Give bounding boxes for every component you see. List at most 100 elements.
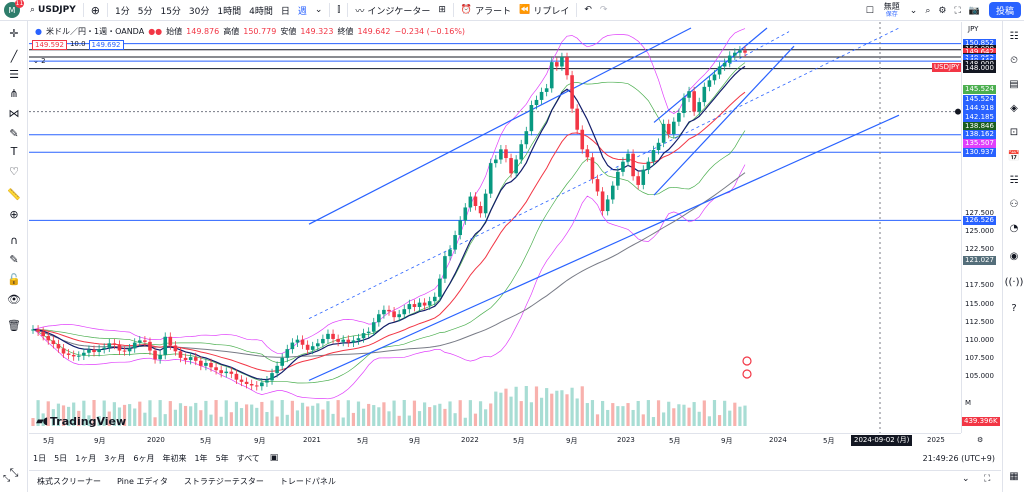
range-4[interactable]: 6ヶ月 [133, 453, 155, 463]
candle-body [672, 121, 676, 135]
watchlist-icon[interactable]: ☷ [1009, 30, 1019, 42]
interval-3[interactable]: 30分 [188, 6, 210, 17]
sell-price-button[interactable]: 149.592 [32, 40, 67, 50]
horizontal-lines-icon[interactable]: ☰ [9, 67, 19, 81]
star-icon[interactable]: ⤡ [9, 466, 19, 479]
layout-name[interactable]: 無題 保存 [878, 2, 906, 19]
candle-body [148, 341, 152, 351]
interval-4[interactable]: 1時間 [217, 6, 242, 17]
price-chart[interactable] [29, 22, 961, 433]
calendar-range-icon[interactable]: ▣ [269, 453, 279, 463]
hotlist-icon[interactable]: ⊡ [1009, 126, 1019, 138]
volume-bar [61, 405, 66, 426]
data-window-icon[interactable]: ▤ [1009, 78, 1019, 90]
interval-5[interactable]: 4時間 [249, 6, 273, 17]
clock[interactable]: 21:49:26 (UTC+9) [922, 453, 995, 463]
alerts-clock-icon[interactable]: ⏲ [1010, 54, 1018, 66]
indicators-button[interactable]: 〰 インジケーター [351, 0, 434, 21]
bottom-tab-0[interactable]: 株式スクリーナー [37, 477, 101, 486]
trash-icon[interactable]: 🗑 [7, 318, 21, 332]
range-8[interactable]: すべて [236, 453, 260, 463]
time-label-8: 2022 [461, 436, 479, 444]
legend-dots: ●● [148, 27, 163, 36]
broadcast-icon[interactable]: ((·)) [1004, 276, 1024, 288]
bottom-tab-2[interactable]: ストラテジーテスター [183, 477, 264, 486]
candle-body [585, 149, 590, 158]
help-icon[interactable]: ? [1011, 302, 1017, 314]
volume-bar [738, 406, 742, 426]
price-axis[interactable]: JPY 150.852150.000149.642149.000148.8631… [961, 22, 1001, 433]
layout-dropdown-button[interactable]: ⌄ [906, 0, 922, 21]
range-0[interactable]: 1日 [33, 453, 47, 463]
zoom-in-icon[interactable]: ⊕ [9, 207, 19, 221]
buy-price-button[interactable]: 149.692 [88, 40, 124, 50]
compare-button[interactable]: ⊕ [87, 0, 104, 21]
range-2[interactable]: 1ヶ月 [75, 453, 97, 463]
magnet-icon[interactable]: ∩ [9, 233, 19, 247]
settings-button[interactable]: ⚙ [934, 0, 950, 21]
fullscreen-button[interactable]: ⛶ [950, 0, 964, 21]
heart-icon[interactable]: ♡ [9, 164, 19, 178]
range-5[interactable]: 年初来 [162, 453, 187, 463]
chevron-down-icon[interactable]: ⌄ [962, 474, 970, 484]
range-3[interactable]: 3ヶ月 [104, 453, 126, 463]
range-6[interactable]: 1年 [194, 453, 208, 463]
notifications-icon[interactable]: ◉ [1009, 250, 1019, 262]
bottom-tab-3[interactable]: トレードパネル [279, 477, 336, 486]
trend-line-icon[interactable]: ╱ [10, 49, 18, 63]
lock-drawings-icon[interactable]: ✎ [9, 252, 19, 266]
candle-body [122, 350, 127, 352]
volume-bar [443, 408, 447, 426]
ruler-icon[interactable]: 📏 [7, 187, 21, 201]
candle-body [443, 256, 447, 279]
indicator-toggle[interactable]: ⌄ 2 [33, 57, 46, 65]
interval-1[interactable]: 5分 [137, 6, 153, 17]
snapshot-button[interactable]: 📷 [965, 0, 984, 21]
interval-0[interactable]: 1分 [115, 6, 130, 17]
interval-7[interactable]: 週 [297, 6, 307, 17]
expand-panel-icon[interactable]: ⤡ [3, 474, 11, 484]
ideas-icon[interactable]: ☵ [1009, 174, 1019, 186]
volume-bar [631, 409, 635, 426]
axis-settings-icon[interactable]: ⚙ [977, 436, 984, 444]
layout-select-button[interactable]: ☐ [862, 0, 878, 21]
replay-button[interactable]: ⏪ リプレイ [515, 0, 573, 21]
crosshair-icon[interactable]: ✛ [9, 26, 19, 40]
redo-button[interactable]: ↷ [596, 0, 612, 21]
time-axis[interactable]: 5月 9月 2020 5月 9月 2021 5月 9月 2022 5月 9月 2023 5月 9月 2024… [29, 433, 983, 447]
chart-type-button[interactable]: ⫿ [333, 0, 344, 21]
templates-button[interactable]: ⊞ [434, 0, 450, 21]
chat-icon[interactable]: ⚇ [1009, 198, 1019, 210]
price-level-7: 148.000 [963, 64, 996, 74]
range-7[interactable]: 5年 [215, 453, 229, 463]
pattern-icon[interactable]: ⋈ [8, 106, 20, 120]
undo-button[interactable]: ↶ [580, 0, 596, 21]
candle-body [463, 207, 468, 221]
volume-bar [67, 406, 71, 426]
interval-dropdown-icon[interactable]: ⌄ [314, 5, 323, 15]
currency-label[interactable]: JPY [968, 25, 979, 33]
symbol-search-button[interactable]: ⌕ USDJPY [26, 0, 80, 21]
text-icon[interactable]: T [10, 144, 18, 158]
interval-2[interactable]: 15分 [160, 6, 181, 17]
bottom-tab-1[interactable]: Pine エディタ [117, 477, 168, 486]
streams-icon[interactable]: ◔ [1009, 222, 1019, 234]
layers-icon[interactable]: ◈ [1010, 102, 1018, 114]
quick-search-button[interactable]: ⌕ [921, 0, 934, 21]
candle-body [280, 357, 284, 366]
eye-icon[interactable]: 👁 [7, 292, 21, 306]
range-1[interactable]: 5日 [54, 453, 68, 463]
sma-long-line [32, 172, 746, 358]
brush-icon[interactable]: ✎ [9, 126, 19, 140]
pitchfork-icon[interactable]: ⋔ [9, 86, 19, 100]
chart-canvas[interactable] [29, 22, 961, 433]
alert-button[interactable]: ⏰ アラート [457, 0, 515, 21]
lock-icon[interactable]: 🔓 [7, 272, 21, 286]
interval-6[interactable]: 日 [280, 6, 290, 17]
avatar[interactable]: M 11 [4, 0, 24, 18]
panel-icon[interactable]: ▦ [1009, 470, 1019, 482]
candle-body [183, 357, 188, 361]
maximize-panel-icon[interactable]: ⛶ [984, 474, 991, 484]
publish-button[interactable]: 投稿 [988, 2, 1021, 18]
calendar-icon[interactable]: 📅 [1007, 150, 1021, 162]
